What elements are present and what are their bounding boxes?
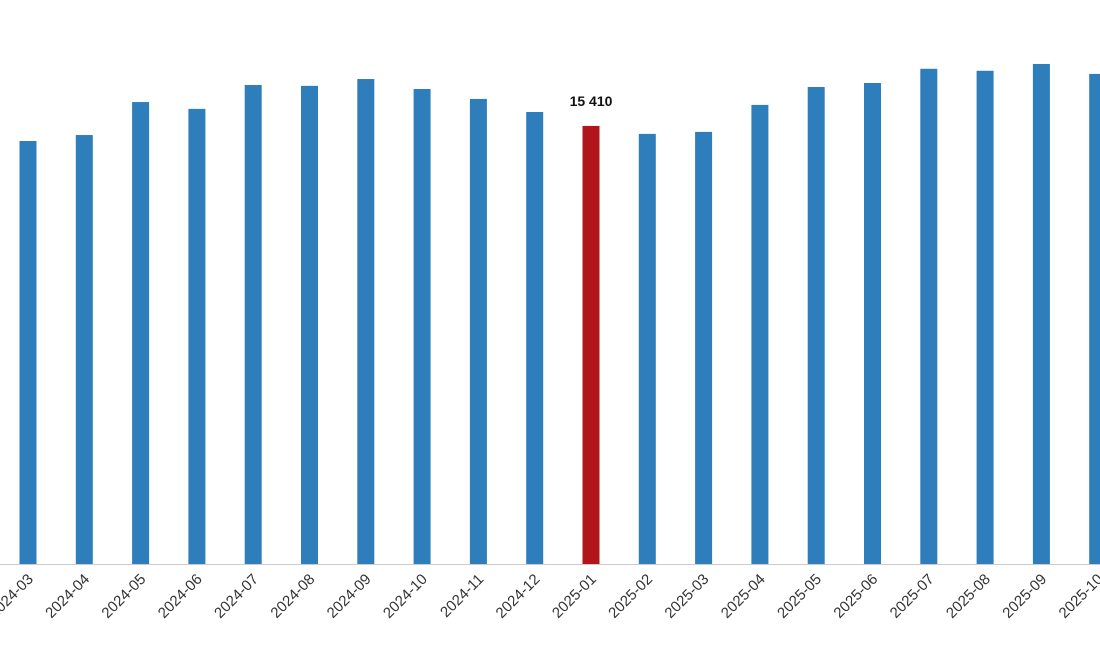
bar	[920, 68, 938, 564]
bar	[469, 98, 487, 564]
x-tick-label: 2024-06	[155, 571, 206, 622]
x-tick-label: 2024-10	[380, 571, 431, 622]
bar	[807, 86, 825, 564]
bar	[582, 125, 600, 564]
value-label: 15 410	[570, 93, 613, 109]
bar	[1032, 63, 1050, 564]
bar	[751, 104, 769, 564]
bar	[244, 84, 262, 564]
x-tick-label: 2025-05	[774, 571, 825, 622]
x-tick-label: 2025-08	[943, 571, 994, 622]
bar	[864, 83, 881, 565]
x-tick-label: 2025-04	[718, 571, 769, 622]
bar	[526, 112, 544, 565]
x-tick-label: 2024-09	[324, 571, 375, 622]
x-tick-label: 2024-03	[0, 571, 37, 622]
x-tick-label: 2025-06	[830, 571, 881, 622]
bar	[75, 135, 93, 564]
x-tick-label: 2025-03	[661, 571, 712, 622]
bar	[301, 85, 318, 565]
bar	[413, 88, 431, 565]
bar	[695, 131, 713, 564]
x-tick-label: 2025-07	[887, 571, 938, 622]
x-tick-label: 2024-04	[42, 571, 93, 622]
bar	[132, 102, 150, 564]
x-tick-label: 2024-08	[267, 571, 318, 622]
bar	[976, 70, 994, 564]
bar	[19, 141, 37, 564]
x-tick-label: 2025-10	[1056, 571, 1100, 622]
x-tick-label: 2024-11	[437, 571, 487, 621]
bar	[638, 133, 656, 565]
x-tick-label: 2024-12	[493, 571, 544, 622]
x-tick-label: 2025-02	[605, 571, 656, 622]
x-tick-label: 2025-09	[999, 571, 1050, 622]
bar	[357, 79, 375, 564]
bar	[1089, 73, 1100, 565]
x-tick-label: 2024-07	[211, 571, 262, 622]
x-tick-label: 2024-05	[98, 571, 149, 622]
x-tick-label: 2025-01	[549, 571, 600, 622]
bar	[188, 108, 206, 564]
